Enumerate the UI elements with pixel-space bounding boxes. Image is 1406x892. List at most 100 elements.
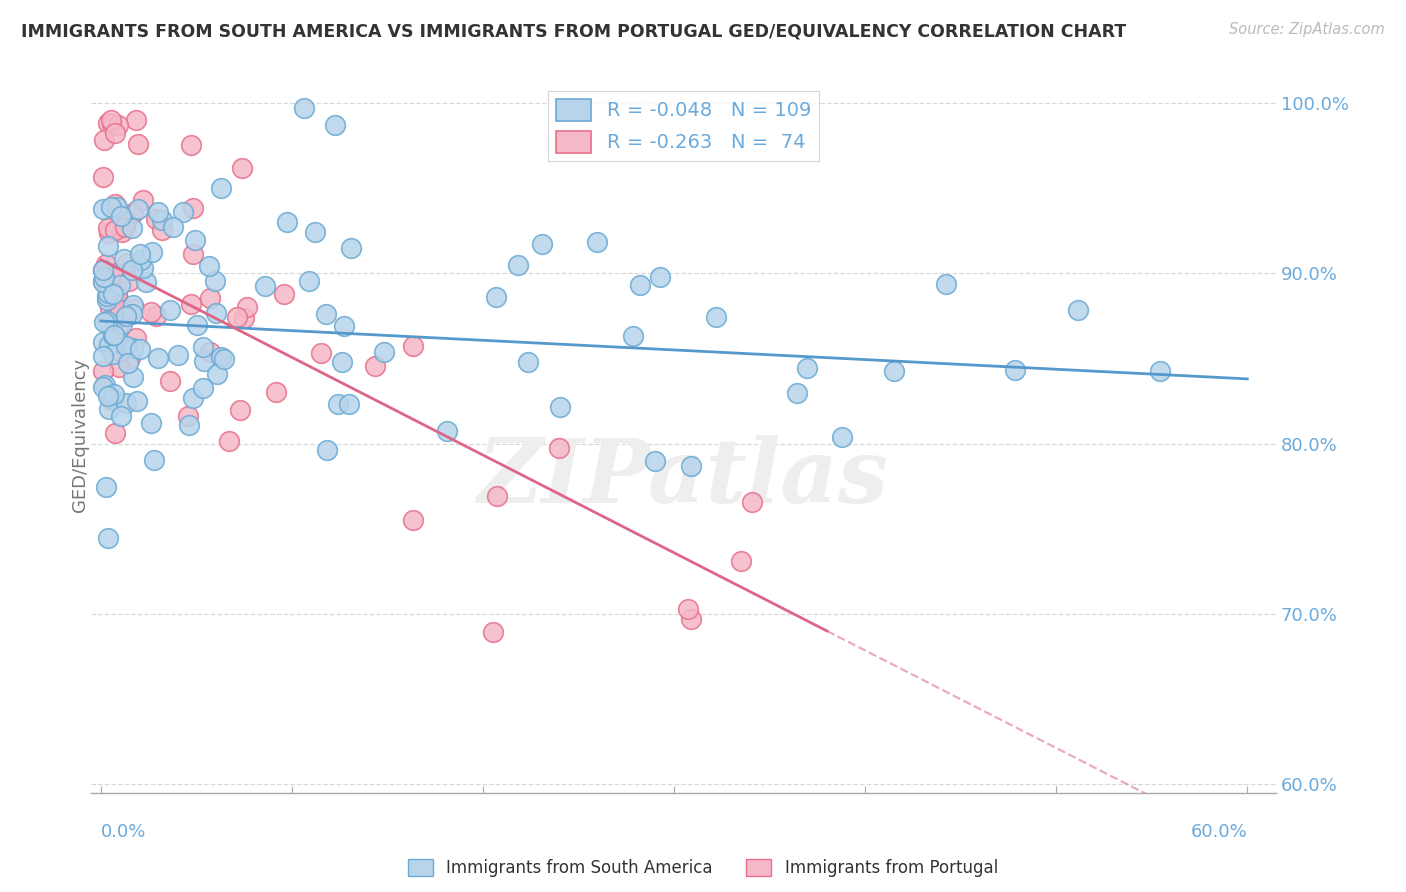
- Point: [135, 275, 157, 289]
- Point: [486, 489, 509, 503]
- Point: [197, 260, 219, 274]
- Point: [96, 274, 118, 288]
- Point: [304, 225, 326, 239]
- Point: [97, 532, 120, 546]
- Point: [115, 309, 138, 323]
- Point: [91, 202, 114, 216]
- Point: [96, 274, 118, 288]
- Point: [96, 256, 118, 270]
- Point: [104, 426, 127, 441]
- Point: [112, 252, 135, 266]
- Point: [177, 409, 200, 424]
- Point: [121, 341, 143, 355]
- Point: [103, 286, 125, 301]
- Point: [129, 343, 152, 357]
- Point: [935, 277, 957, 291]
- Point: [172, 205, 194, 219]
- Point: [142, 453, 165, 467]
- Point: [548, 401, 571, 415]
- Point: [193, 354, 215, 368]
- Point: [105, 268, 128, 282]
- Point: [436, 424, 458, 438]
- Point: [98, 338, 121, 352]
- Point: [204, 274, 226, 288]
- Point: [181, 391, 204, 405]
- Point: [107, 360, 129, 375]
- Point: [273, 286, 295, 301]
- Point: [122, 298, 145, 312]
- Point: [145, 309, 167, 323]
- Point: [180, 137, 202, 152]
- Point: [177, 418, 200, 433]
- Point: [184, 234, 207, 248]
- Point: [332, 318, 354, 333]
- Point: [96, 314, 118, 328]
- Point: [94, 479, 117, 493]
- Point: [100, 392, 122, 407]
- Point: [121, 262, 143, 277]
- Point: [91, 364, 114, 378]
- Point: [254, 279, 277, 293]
- Point: [730, 553, 752, 567]
- Point: [481, 624, 503, 639]
- Point: [883, 364, 905, 378]
- Text: Source: ZipAtlas.com: Source: ZipAtlas.com: [1229, 22, 1385, 37]
- Point: [104, 223, 127, 237]
- Point: [530, 237, 553, 252]
- Point: [132, 261, 155, 276]
- Point: [91, 275, 114, 289]
- Point: [114, 219, 136, 234]
- Point: [128, 246, 150, 260]
- Point: [100, 113, 122, 128]
- Point: [110, 302, 132, 317]
- Point: [181, 201, 204, 215]
- Point: [91, 334, 114, 349]
- Point: [105, 289, 128, 303]
- Point: [146, 205, 169, 219]
- Point: [621, 329, 644, 343]
- Point: [91, 263, 114, 277]
- Point: [676, 601, 699, 615]
- Point: [110, 209, 132, 223]
- Point: [330, 355, 353, 369]
- Point: [91, 350, 114, 364]
- Point: [402, 513, 425, 527]
- Point: [209, 350, 232, 364]
- Point: [115, 214, 138, 228]
- Point: [1004, 363, 1026, 377]
- Point: [121, 220, 143, 235]
- Y-axis label: GED/Equivalency: GED/Equivalency: [72, 358, 89, 512]
- Point: [91, 274, 114, 288]
- Point: [198, 345, 221, 359]
- Text: IMMIGRANTS FROM SOUTH AMERICA VS IMMIGRANTS FROM PORTUGAL GED/EQUIVALENCY CORREL: IMMIGRANTS FROM SOUTH AMERICA VS IMMIGRA…: [21, 22, 1126, 40]
- Point: [97, 239, 120, 253]
- Point: [104, 126, 127, 140]
- Point: [226, 310, 249, 325]
- Point: [315, 307, 337, 321]
- Point: [231, 161, 253, 175]
- Point: [127, 136, 149, 151]
- Point: [159, 303, 181, 318]
- Point: [141, 245, 163, 260]
- Point: [91, 169, 114, 184]
- Point: [124, 301, 146, 316]
- Point: [104, 196, 127, 211]
- Point: [167, 348, 190, 362]
- Point: [121, 307, 143, 321]
- Point: [100, 311, 122, 326]
- Text: ZIPatlas: ZIPatlas: [478, 434, 889, 521]
- Point: [139, 416, 162, 430]
- Point: [630, 278, 652, 293]
- Point: [98, 301, 121, 316]
- Point: [786, 386, 808, 401]
- Point: [1067, 302, 1090, 317]
- Point: [101, 392, 124, 406]
- Point: [131, 193, 153, 207]
- Point: [97, 221, 120, 235]
- Point: [228, 403, 250, 417]
- Point: [373, 345, 395, 359]
- Point: [125, 331, 148, 345]
- Point: [91, 263, 114, 277]
- Point: [679, 458, 702, 473]
- Point: [1149, 364, 1171, 378]
